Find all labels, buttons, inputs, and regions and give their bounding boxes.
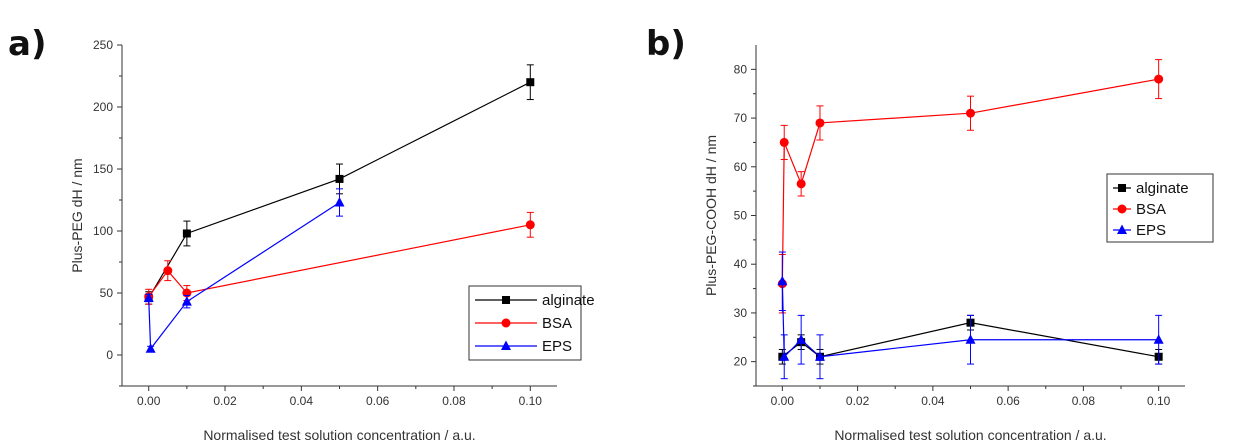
y-tick-label: 0 [106,348,113,362]
y-tick-label: 40 [734,257,748,271]
y-tick-label: 80 [734,62,748,76]
legend-label: EPS [1136,222,1166,239]
y-tick-label: 60 [734,160,748,174]
x-tick-label: 0.08 [442,394,466,408]
legend-marker [501,318,511,328]
legend-label: BSA [1136,201,1166,218]
chart-panel-0: a) 0 50 100 150 200 250 0.00 0.02 0.04 0.06 0.08 0.1… [8,24,595,443]
legend-marker [502,296,510,304]
series-bsa [144,211,535,305]
data-point [779,137,789,147]
y-axis-label: Plus-PEG dH / nm [69,158,85,272]
data-point [1154,74,1164,84]
x-tick-label: 0.10 [519,394,543,408]
data-point [145,343,156,353]
series-eps [143,188,345,353]
y-tick-label: 50 [734,209,748,223]
data-point [181,296,192,306]
data-point [796,334,807,344]
panel-label: b) [646,24,686,64]
data-point [796,179,806,189]
series-line [148,224,531,298]
y-tick-label: 200 [93,100,113,114]
data-point [335,174,344,183]
data-point [965,334,976,344]
legend: alginate BSA EPS [1106,173,1214,243]
x-tick-label: 0.04 [290,394,314,408]
x-tick-label: 0.06 [366,394,390,408]
x-tick-label: 0.10 [1147,394,1171,408]
data-point [779,351,790,361]
data-point [163,266,173,276]
x-tick-label: 0.06 [996,394,1020,408]
legend-label: alginate [542,292,595,309]
data-point [182,229,191,238]
y-tick-label: 20 [734,355,748,369]
y-tick-label: 70 [734,111,748,125]
x-tick-label: 0.04 [921,394,945,408]
x-tick-label: 0.00 [771,394,795,408]
panel-label: a) [8,24,46,64]
y-tick-label: 30 [734,306,748,320]
series-line [781,78,1159,284]
x-axis-label: Normalised test solution concentration /… [203,427,475,443]
data-point [777,275,788,286]
x-tick-label: 0.02 [213,394,237,408]
x-tick-label: 0.02 [846,394,870,408]
data-point [814,351,825,361]
chart-panel-1: b) 20 30 40 50 60 70 80 0.00 0.02 0.04 0.06 0.08 0.10… [646,24,1214,443]
series-alginate [144,64,535,305]
legend: alginate BSA EPS [468,285,595,361]
y-tick-label: 100 [93,224,113,238]
series-eps [777,251,1164,380]
y-tick-label: 250 [93,38,113,52]
legend-marker [1117,204,1127,214]
data-point [334,196,345,207]
data-point [815,118,825,128]
data-point [1153,334,1164,344]
data-point [525,220,535,230]
legend-label: BSA [542,315,572,332]
data-point [143,292,154,302]
x-tick-label: 0.00 [137,394,161,408]
x-axis-label: Normalised test solution concentration /… [834,427,1106,443]
data-point [526,78,535,87]
y-tick-label: 150 [93,162,113,176]
y-axis-label: Plus-PEG-COOH dH / nm [703,135,719,296]
legend-marker [1117,224,1127,234]
series-bsa [777,59,1164,314]
legend-marker [1118,184,1126,192]
y-tick-label: 50 [100,286,114,300]
legend-label: alginate [1136,180,1189,197]
series-line [148,201,340,351]
x-tick-label: 0.08 [1072,394,1096,408]
legend-label: EPS [542,338,572,355]
legend-marker [501,340,511,350]
data-point [966,108,975,118]
